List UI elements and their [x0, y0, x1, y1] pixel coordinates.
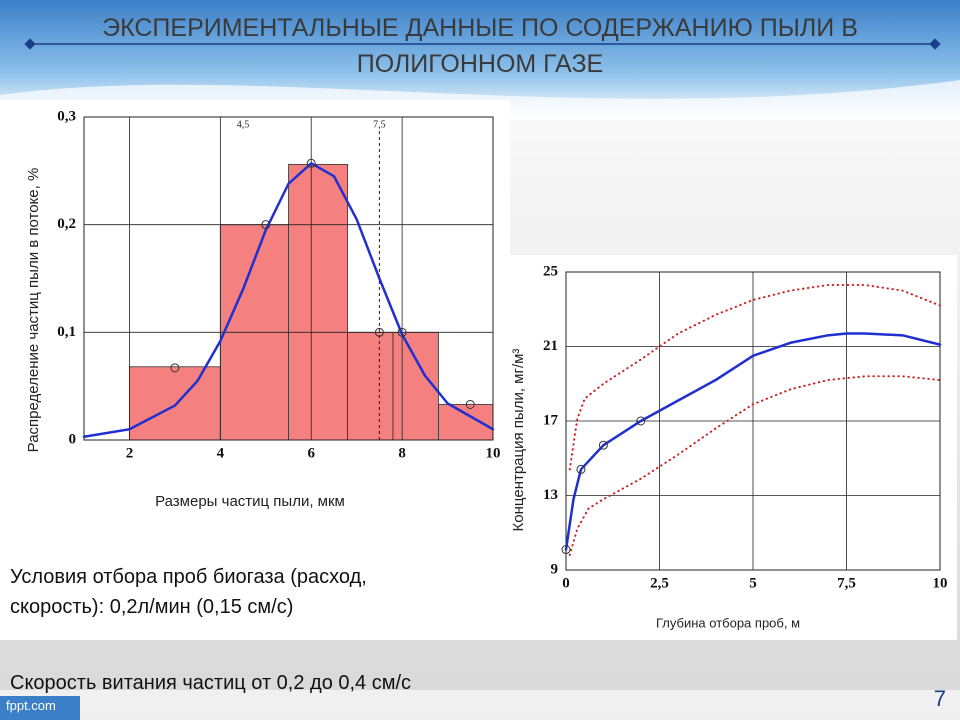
- footer: fppt.com: [6, 698, 56, 713]
- y-tick-label: 21: [543, 338, 558, 354]
- marker: [170, 363, 180, 373]
- y-axis-label: Концентрация пыли, мг/м³: [510, 349, 527, 532]
- x-axis-label: Глубина отбора проб, м: [656, 615, 800, 630]
- y-tick-label: 9: [551, 561, 559, 577]
- series-line: [564, 332, 942, 551]
- marker: [598, 440, 608, 450]
- bar: [288, 163, 348, 441]
- marker: [636, 416, 646, 426]
- bar: [129, 366, 221, 441]
- panel: [505, 255, 957, 640]
- marker: [374, 327, 384, 337]
- x-tick-label: 4: [217, 445, 225, 461]
- y-tick-label: 0,3: [57, 108, 76, 124]
- x-tick-label: 2,5: [650, 575, 669, 591]
- y-tick-label: 0,1: [57, 324, 76, 340]
- plot-frame: [83, 116, 494, 441]
- marker: [397, 327, 407, 337]
- y-tick-label: 13: [543, 487, 558, 503]
- annotation: 4,5: [237, 119, 250, 130]
- marker: [261, 220, 271, 230]
- plot-frame: [565, 271, 941, 571]
- annotation: 7,5: [373, 119, 386, 130]
- rule-end: [24, 38, 36, 50]
- bar: [347, 331, 394, 441]
- series-line: [568, 375, 941, 557]
- footer-tab: [0, 696, 80, 720]
- marker: [306, 158, 316, 168]
- series-line: [82, 162, 495, 439]
- x-tick-label: 0: [562, 575, 570, 591]
- x-tick-label: 7,5: [837, 575, 856, 591]
- footer-band: [0, 690, 960, 720]
- x-tick-label: 8: [398, 445, 406, 461]
- x-tick-label: 5: [749, 575, 757, 591]
- y-tick-label: 25: [543, 263, 558, 279]
- slide-title: ЭКСПЕРИМЕНТАЛЬНЫЕ ДАННЫЕ ПО СОДЕРЖАНИЮ П…: [102, 14, 858, 78]
- bar: [438, 404, 494, 441]
- x-tick-label: 6: [307, 445, 315, 461]
- x-axis-label: Размеры частиц пыли, мкм: [155, 493, 345, 510]
- rule-end: [929, 38, 941, 50]
- y-tick-label: 0: [69, 431, 77, 447]
- y-tick-label: 17: [543, 412, 559, 428]
- x-tick-label: 2: [126, 445, 134, 461]
- y-tick-label: 0,2: [57, 216, 76, 232]
- x-tick-label: 10: [486, 445, 501, 461]
- y-axis-label: Распределение частиц пыли в потоке, %: [25, 168, 42, 453]
- marker: [465, 399, 475, 409]
- marker: [561, 545, 571, 555]
- note: Условия отбора проб биогаза (расход, ско…: [10, 566, 367, 618]
- bar: [392, 331, 439, 441]
- marker: [576, 464, 586, 474]
- note: Скорость витания частиц от 0,2 до 0,4 см…: [10, 672, 412, 694]
- x-tick-label: 10: [933, 575, 948, 591]
- page-number: 7: [933, 686, 946, 711]
